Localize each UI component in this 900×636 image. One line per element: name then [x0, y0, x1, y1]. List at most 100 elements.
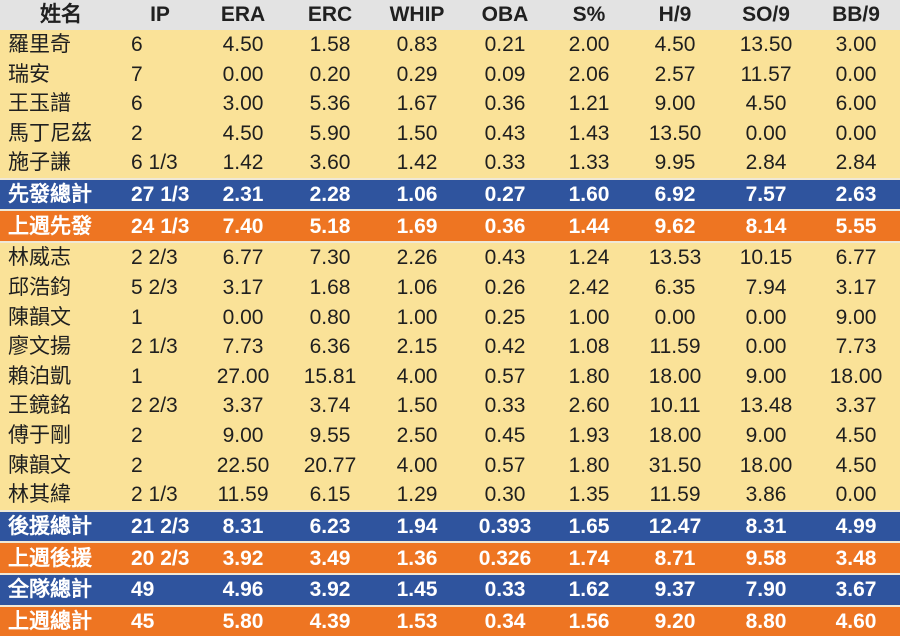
cell-so9: 0.00	[745, 335, 787, 359]
cell-ip: 1	[131, 305, 143, 329]
cell-so9: 0.00	[745, 121, 787, 145]
cell-bb9: 4.60	[835, 609, 877, 633]
cell-erc: 1.68	[309, 275, 351, 299]
cell-bb9: 7.73	[835, 335, 877, 359]
cell-s_pct: 2.00	[568, 32, 610, 56]
cell-name: 上週後援	[8, 546, 92, 570]
cell-oba: 0.27	[484, 183, 526, 207]
cell-bb9: 4.50	[835, 453, 877, 477]
cell-bb9: 2.63	[835, 183, 877, 207]
cell-bb9: 3.67	[835, 578, 877, 602]
cell-h9: 18.00	[648, 424, 702, 448]
cell-so9: 9.00	[745, 364, 787, 388]
cell-oba: 0.36	[484, 214, 526, 238]
cell-h9: 2.57	[654, 62, 696, 86]
cell-whip: 1.42	[396, 151, 438, 175]
column-header-whip: WHIP	[389, 3, 445, 27]
cell-ip: 2 1/3	[131, 335, 178, 359]
cell-name: 邱浩鈞	[8, 275, 71, 299]
cell-whip: 1.00	[396, 305, 438, 329]
cell-ip: 6 1/3	[131, 151, 178, 175]
cell-erc: 3.92	[309, 578, 351, 602]
cell-era: 1.42	[222, 151, 264, 175]
cell-whip: 1.94	[396, 514, 438, 538]
cell-whip: 1.67	[396, 92, 438, 116]
cell-ip: 21 2/3	[131, 514, 190, 538]
cell-era: 3.92	[222, 546, 264, 570]
cell-so9: 0.00	[745, 305, 787, 329]
column-header-erc: ERC	[307, 3, 353, 27]
table-row-player: 林其緯 2 1/3 11.59 6.15 1.29 0.30 1.35 11.59 3.86 0.…	[0, 480, 900, 510]
cell-era: 0.00	[222, 62, 264, 86]
cell-name: 林其緯	[8, 483, 71, 507]
cell-oba: 0.43	[484, 246, 526, 270]
cell-ip: 2	[131, 453, 143, 477]
cell-s_pct: 1.24	[568, 246, 610, 270]
cell-whip: 1.50	[396, 121, 438, 145]
cell-ip: 6	[131, 92, 143, 116]
cell-erc: 3.49	[309, 546, 351, 570]
cell-era: 3.17	[222, 275, 264, 299]
cell-bb9: 3.17	[835, 275, 877, 299]
cell-bb9: 0.00	[835, 121, 877, 145]
cell-era: 8.31	[222, 514, 264, 538]
cell-era: 27.00	[216, 364, 270, 388]
cell-era: 22.50	[216, 453, 270, 477]
cell-erc: 5.90	[309, 121, 351, 145]
cell-so9: 7.57	[745, 183, 787, 207]
cell-ip: 2 1/3	[131, 483, 178, 507]
cell-oba: 0.36	[484, 92, 526, 116]
cell-h9: 4.50	[654, 32, 696, 56]
column-header-ip: IP	[150, 3, 170, 27]
cell-whip: 1.50	[396, 394, 438, 418]
cell-whip: 0.83	[396, 32, 438, 56]
cell-era: 4.50	[222, 121, 264, 145]
cell-bb9: 18.00	[829, 364, 883, 388]
table-row-player: 瑞安 7 0.00 0.20 0.29 0.09 2.06 2.57 11.57 0.00	[0, 59, 900, 89]
cell-s_pct: 1.93	[568, 424, 610, 448]
cell-erc: 2.28	[309, 183, 351, 207]
cell-erc: 7.30	[309, 246, 351, 270]
table-row-total: 上週總計 45 5.80 4.39 1.53 0.34 1.56 9.20 8.80 4.60	[0, 604, 900, 636]
cell-erc: 6.36	[309, 335, 351, 359]
cell-h9: 9.00	[654, 92, 696, 116]
cell-bb9: 0.00	[835, 483, 877, 507]
cell-ip: 1	[131, 364, 143, 388]
cell-era: 0.00	[222, 305, 264, 329]
cell-oba: 0.33	[484, 151, 526, 175]
cell-erc: 0.80	[309, 305, 351, 329]
cell-bb9: 6.77	[835, 246, 877, 270]
column-header-oba: OBA	[481, 3, 529, 27]
cell-h9: 6.35	[654, 275, 696, 299]
cell-ip: 2 2/3	[131, 394, 178, 418]
cell-h9: 8.71	[654, 546, 696, 570]
cell-h9: 6.92	[654, 183, 696, 207]
cell-erc: 1.58	[309, 32, 351, 56]
cell-erc: 3.60	[309, 151, 351, 175]
cell-h9: 11.59	[649, 483, 701, 507]
cell-s_pct: 2.06	[568, 62, 610, 86]
cell-era: 3.00	[222, 92, 264, 116]
cell-so9: 7.90	[745, 578, 787, 602]
cell-era: 4.96	[222, 578, 264, 602]
cell-whip: 1.06	[396, 275, 438, 299]
table-row-total: 上週先發 24 1/3 7.40 5.18 1.69 0.36 1.44 9.62 8.14 5.…	[0, 209, 900, 241]
cell-s_pct: 1.62	[568, 578, 610, 602]
table-row-player: 王玉譜 6 3.00 5.36 1.67 0.36 1.21 9.00 4.50 6.00	[0, 88, 900, 119]
cell-so9: 18.00	[739, 453, 793, 477]
cell-erc: 4.39	[309, 609, 351, 633]
cell-ip: 49	[131, 578, 155, 602]
cell-so9: 9.58	[745, 546, 787, 570]
cell-ip: 2	[131, 121, 143, 145]
cell-oba: 0.34	[484, 609, 526, 633]
column-header-bb9: BB/9	[832, 3, 880, 27]
cell-oba: 0.42	[484, 335, 526, 359]
table-row-player: 林威志 2 2/3 6.77 7.30 2.26 0.43 1.24 13.53 10.15 6.…	[0, 241, 900, 273]
cell-so9: 8.14	[745, 214, 787, 238]
cell-bb9: 9.00	[835, 305, 877, 329]
cell-erc: 20.77	[303, 453, 357, 477]
table-row-player: 施子謙 6 1/3 1.42 3.60 1.42 0.33 1.33 9.95 2.84 2.84	[0, 148, 900, 178]
cell-whip: 1.53	[396, 609, 438, 633]
cell-s_pct: 2.42	[568, 275, 610, 299]
